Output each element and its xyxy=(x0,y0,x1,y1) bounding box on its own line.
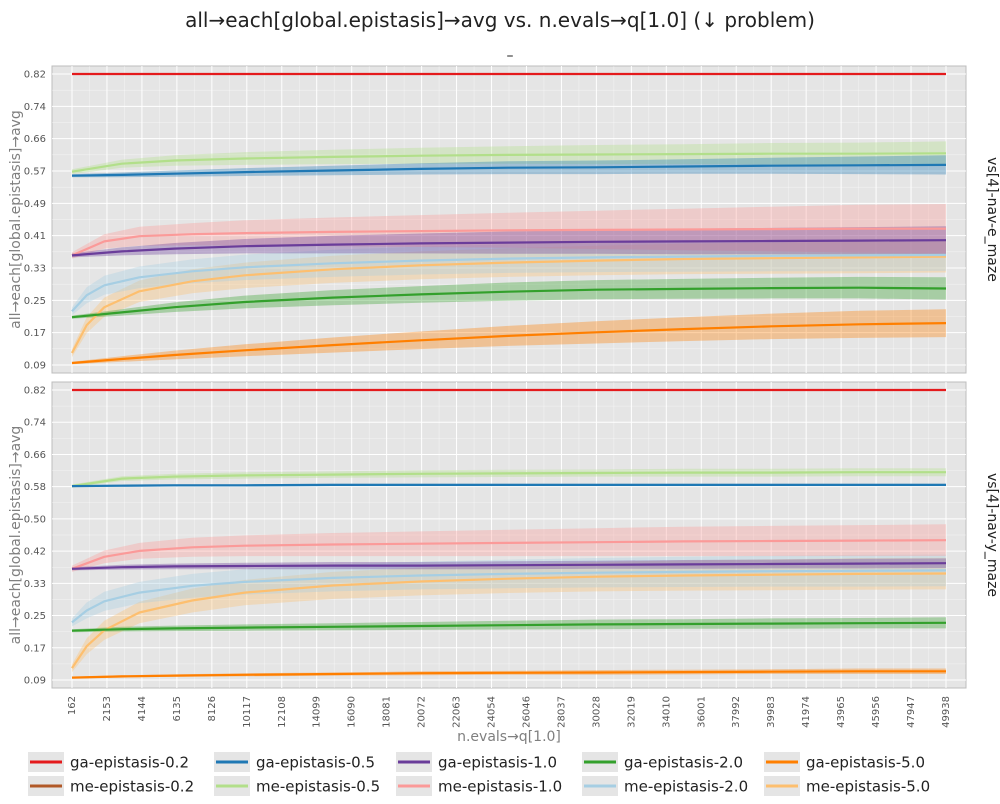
x-tick-label: 18081 xyxy=(382,696,393,728)
legend-item-label: ga-epistasis-0.2 xyxy=(70,754,189,772)
x-tick-label: 30028 xyxy=(591,696,602,728)
y-tick-label: 0.17 xyxy=(24,643,46,654)
series-line-me-epistasis-0.5 xyxy=(71,152,947,173)
x-tick-label: 45956 xyxy=(871,696,882,728)
series-line-me-epistasis-5.0 xyxy=(71,255,947,354)
panel-1 xyxy=(51,65,967,374)
x-tick-label: 4144 xyxy=(137,696,148,721)
x-tick-label: 10117 xyxy=(242,696,253,728)
x-tick-label: 20072 xyxy=(417,696,428,728)
band-me-epistasis-0.5 xyxy=(72,141,946,175)
x-tick-label: 32019 xyxy=(626,696,637,728)
y-tick-label: 0.58 xyxy=(24,482,46,493)
series-line-me-epistasis-0.5 xyxy=(71,471,946,488)
series-line-ga-epistasis-0.5 xyxy=(71,163,947,177)
x-tick-label: 162 xyxy=(67,696,78,715)
x-tick-label: 34010 xyxy=(661,696,672,728)
legend-item-label: ga-epistasis-0.5 xyxy=(256,754,375,772)
y-tick-label: 0.50 xyxy=(24,514,46,525)
legend: ga-epistasis-0.2 ga-epistasis-0.5 ga-epist… xyxy=(28,752,930,796)
y-tick-label: 0.41 xyxy=(24,231,46,242)
y-tick-label: 0.74 xyxy=(24,418,46,429)
y-tick-label: 0.25 xyxy=(24,296,46,307)
series-line-ga-epistasis-5.0 xyxy=(71,670,946,679)
series-line-ga-epistasis-2.0 xyxy=(71,286,947,319)
series-line-me-epistasis-2.0 xyxy=(71,253,947,312)
y-tick-label: 0.66 xyxy=(24,134,46,145)
x-tick-label: 28037 xyxy=(556,696,567,728)
y-tick-label: 0.82 xyxy=(24,386,46,397)
series-line-ga-epistasis-1.0 xyxy=(71,562,947,570)
series-line-me-epistasis-5.0 xyxy=(71,572,947,669)
panel-2 xyxy=(51,381,967,689)
legend-item-label: me-epistasis-1.0 xyxy=(438,778,562,796)
band-me-epistasis-5.0 xyxy=(72,240,946,357)
band-me-epistasis-1.0 xyxy=(72,524,946,572)
series-line-ga-epistasis-5.0 xyxy=(71,322,947,365)
y-tick-label: 0.82 xyxy=(24,70,46,81)
legend-item-label: me-epistasis-5.0 xyxy=(806,778,930,796)
band-ga-epistasis-2.0 xyxy=(72,276,946,319)
x-tick-label: 22063 xyxy=(452,696,463,728)
x-tick-label: 6135 xyxy=(172,696,183,721)
legend-item-label: me-epistasis-0.5 xyxy=(256,778,380,796)
x-tick-label: 12108 xyxy=(277,696,288,728)
legend-item-label: ga-epistasis-2.0 xyxy=(624,754,743,772)
band-me-epistasis-5.0 xyxy=(72,557,946,673)
chart-title: all→each[global.epistasis]→avg vs. n.eva… xyxy=(185,8,815,32)
x-tick-label: 49938 xyxy=(941,696,952,728)
series-line-ga-epistasis-1.0 xyxy=(71,239,947,257)
panel-facet-label: vs[4]-nav-y_maze xyxy=(984,473,1000,597)
y-tick-label: 0.33 xyxy=(24,579,46,590)
y-tick-label: 0.33 xyxy=(24,264,46,275)
x-tick-label: 41974 xyxy=(801,696,812,728)
series-line-ga-epistasis-0.5 xyxy=(71,483,946,488)
series-line-me-epistasis-1.0 xyxy=(71,539,947,570)
x-tick-label: 24054 xyxy=(487,696,498,728)
x-tick-label: 8126 xyxy=(207,696,218,721)
y-tick-label: 0.57 xyxy=(24,167,46,178)
x-tick-label: 14099 xyxy=(312,696,323,728)
x-tick-label: 36001 xyxy=(696,696,707,728)
x-tick-label: 47947 xyxy=(906,696,917,728)
y-tick-label: 0.17 xyxy=(24,328,46,339)
legend-item-label: ga-epistasis-5.0 xyxy=(806,754,925,772)
panel-subtitle: – xyxy=(507,48,514,64)
panel-facet-label: vs[4]-nav-e_maze xyxy=(984,157,1000,282)
series-line-me-epistasis-2.0 xyxy=(71,569,947,624)
x-axis-label: n.evals→q[1.0] xyxy=(457,729,561,745)
legend-item-label: me-epistasis-2.0 xyxy=(624,778,748,796)
legend-item-label: ga-epistasis-1.0 xyxy=(438,754,557,772)
series-line-ga-epistasis-2.0 xyxy=(71,621,947,632)
x-tick-label: 2153 xyxy=(102,696,113,721)
series-line-me-epistasis-1.0 xyxy=(71,227,946,257)
y-tick-label: 0.66 xyxy=(24,450,46,461)
legend-item-label: me-epistasis-0.2 xyxy=(70,778,194,796)
y-axis-label: all→each[global.epistasis]→avg xyxy=(8,426,24,645)
x-tick-label: 43965 xyxy=(836,696,847,728)
y-tick-label: 0.42 xyxy=(24,547,46,558)
x-tick-label: 26046 xyxy=(521,696,532,728)
y-tick-label: 0.74 xyxy=(24,102,46,113)
x-tick-label: 39983 xyxy=(766,696,777,728)
y-tick-label: 0.09 xyxy=(24,361,46,372)
x-tick-label: 16090 xyxy=(347,696,358,728)
y-tick-label: 0.09 xyxy=(24,676,46,687)
y-tick-label: 0.25 xyxy=(24,611,46,622)
y-axis-label: all→each[global.epistasis]→avg xyxy=(8,110,24,329)
x-tick-label: 37992 xyxy=(731,696,742,728)
y-tick-label: 0.49 xyxy=(24,199,46,210)
